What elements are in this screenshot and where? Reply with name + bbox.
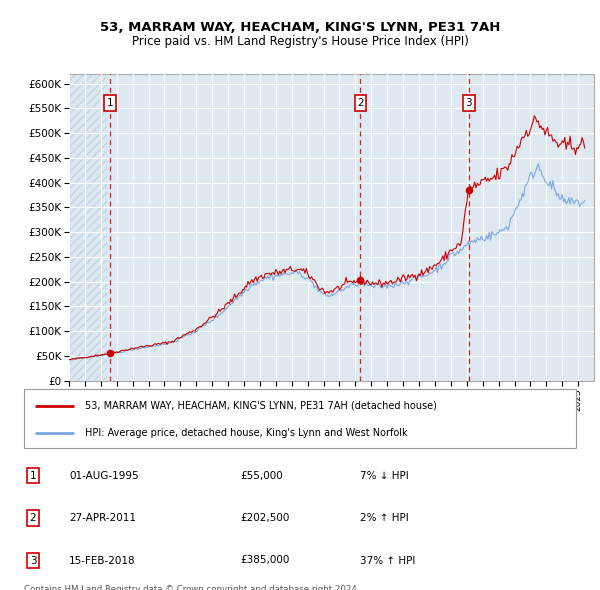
Bar — [69, 74, 107, 381]
Text: 2% ↑ HPI: 2% ↑ HPI — [360, 513, 409, 523]
Text: 2: 2 — [29, 513, 37, 523]
Text: 15-FEB-2018: 15-FEB-2018 — [69, 556, 136, 565]
Text: Contains HM Land Registry data © Crown copyright and database right 2024.
This d: Contains HM Land Registry data © Crown c… — [24, 585, 359, 590]
Text: 3: 3 — [466, 98, 472, 108]
Text: 53, MARRAM WAY, HEACHAM, KING'S LYNN, PE31 7AH (detached house): 53, MARRAM WAY, HEACHAM, KING'S LYNN, PE… — [85, 401, 437, 411]
Text: Price paid vs. HM Land Registry's House Price Index (HPI): Price paid vs. HM Land Registry's House … — [131, 35, 469, 48]
Text: £385,000: £385,000 — [240, 556, 289, 565]
Text: HPI: Average price, detached house, King's Lynn and West Norfolk: HPI: Average price, detached house, King… — [85, 428, 407, 438]
Text: 37% ↑ HPI: 37% ↑ HPI — [360, 556, 415, 565]
Text: 53, MARRAM WAY, HEACHAM, KING'S LYNN, PE31 7AH: 53, MARRAM WAY, HEACHAM, KING'S LYNN, PE… — [100, 21, 500, 34]
Text: 2: 2 — [357, 98, 364, 108]
Text: £202,500: £202,500 — [240, 513, 289, 523]
Text: 1: 1 — [107, 98, 113, 108]
Text: 1: 1 — [29, 471, 37, 480]
Text: 27-APR-2011: 27-APR-2011 — [69, 513, 136, 523]
Text: £55,000: £55,000 — [240, 471, 283, 480]
Text: 7% ↓ HPI: 7% ↓ HPI — [360, 471, 409, 480]
Text: 01-AUG-1995: 01-AUG-1995 — [69, 471, 139, 480]
Text: 3: 3 — [29, 556, 37, 565]
FancyBboxPatch shape — [24, 389, 576, 448]
